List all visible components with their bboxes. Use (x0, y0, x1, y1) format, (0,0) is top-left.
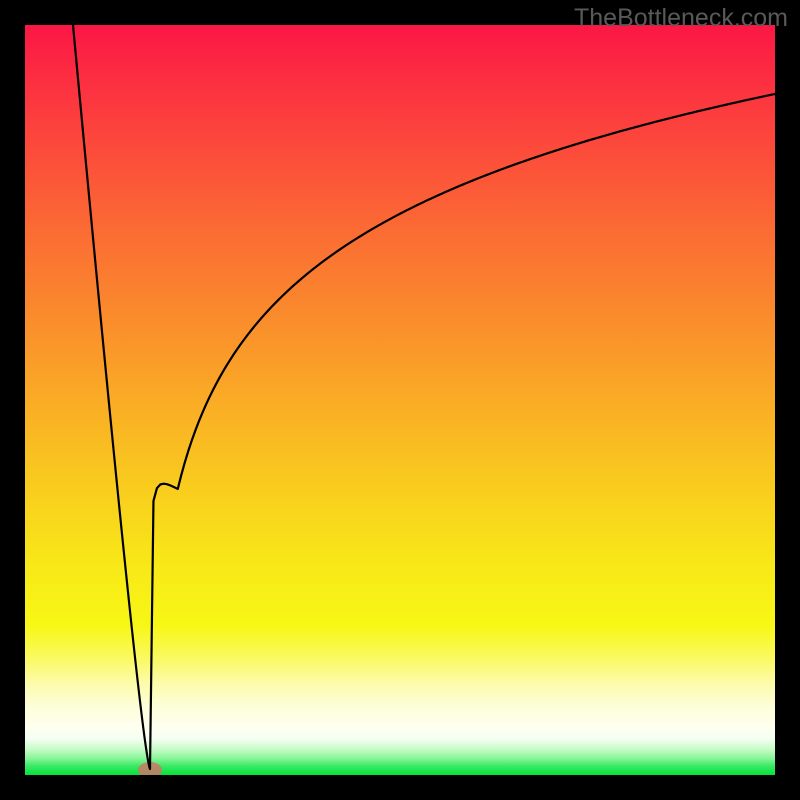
chart-container: TheBottleneck.com (0, 0, 800, 800)
watermark-text: TheBottleneck.com (574, 4, 788, 33)
bottleneck-chart (0, 0, 800, 800)
chart-background-gradient (25, 25, 775, 775)
